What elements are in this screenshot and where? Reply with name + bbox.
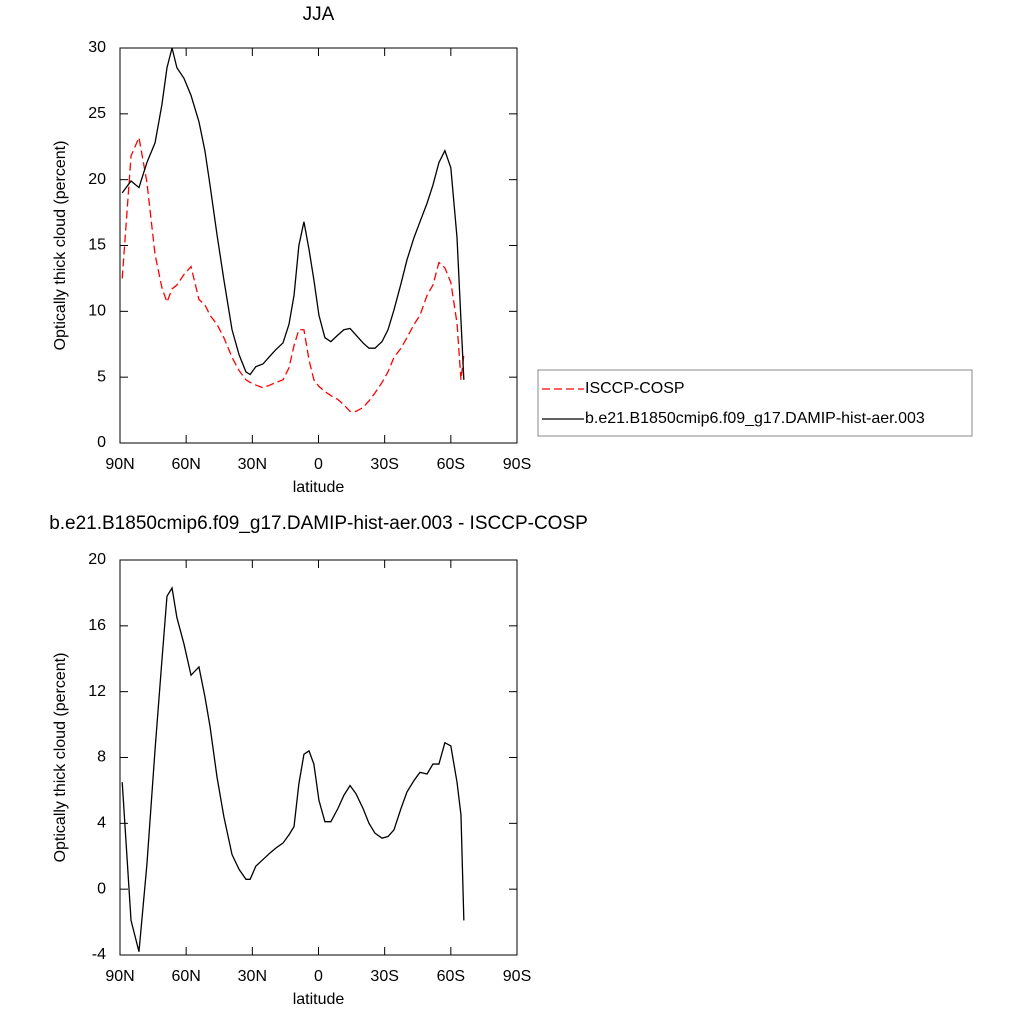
- legend-label: b.e21.B1850cmip6.f09_g17.DAMIP-hist-aer.…: [585, 410, 925, 427]
- x-tick-label: 60N: [171, 456, 200, 473]
- x-tick-label: 90S: [503, 456, 531, 473]
- y-tick-label: 10: [88, 303, 106, 320]
- plot-frame: [119, 559, 518, 956]
- legend-box: [537, 369, 973, 437]
- data-line: [121, 586, 465, 952]
- x-tick-label: 90S: [503, 968, 531, 985]
- x-tick-label: 30S: [370, 456, 398, 473]
- data-line: [121, 135, 465, 413]
- chart-title: JJA: [303, 4, 335, 25]
- x-tick-label: 30N: [238, 456, 267, 473]
- x-tick-label: 0: [314, 456, 323, 473]
- x-tick-label: 30S: [370, 968, 398, 985]
- data-line: [121, 47, 465, 380]
- y-axis-label: Optically thick cloud (percent): [52, 653, 69, 863]
- y-tick-label: 8: [97, 749, 106, 766]
- y-tick-label: 0: [97, 880, 106, 897]
- y-tick-label: -4: [92, 946, 106, 963]
- y-tick-label: 4: [97, 815, 106, 832]
- y-axis-label: Optically thick cloud (percent): [52, 141, 69, 351]
- y-tick-label: 20: [88, 171, 106, 188]
- x-tick-label: 60S: [437, 456, 465, 473]
- y-tick-label: 15: [88, 237, 106, 254]
- x-tick-label: 0: [314, 968, 323, 985]
- x-tick-label: 90N: [105, 968, 134, 985]
- y-tick-label: 0: [97, 434, 106, 451]
- y-tick-label: 16: [88, 617, 106, 634]
- x-tick-label: 60S: [437, 968, 465, 985]
- y-tick-label: 5: [97, 368, 106, 385]
- y-tick-label: 12: [88, 683, 106, 700]
- x-axis-label: latitude: [293, 991, 345, 1008]
- legend-label: ISCCP-COSP: [585, 380, 685, 397]
- x-axis-label: latitude: [293, 479, 345, 496]
- x-tick-label: 30N: [238, 968, 267, 985]
- x-tick-label: 90N: [105, 456, 134, 473]
- y-tick-label: 25: [88, 105, 106, 122]
- x-tick-label: 60N: [171, 968, 200, 985]
- y-tick-label: 20: [88, 551, 106, 568]
- chart-title: b.e21.B1850cmip6.f09_g17.DAMIP-hist-aer.…: [49, 513, 588, 534]
- y-tick-label: 30: [88, 39, 106, 56]
